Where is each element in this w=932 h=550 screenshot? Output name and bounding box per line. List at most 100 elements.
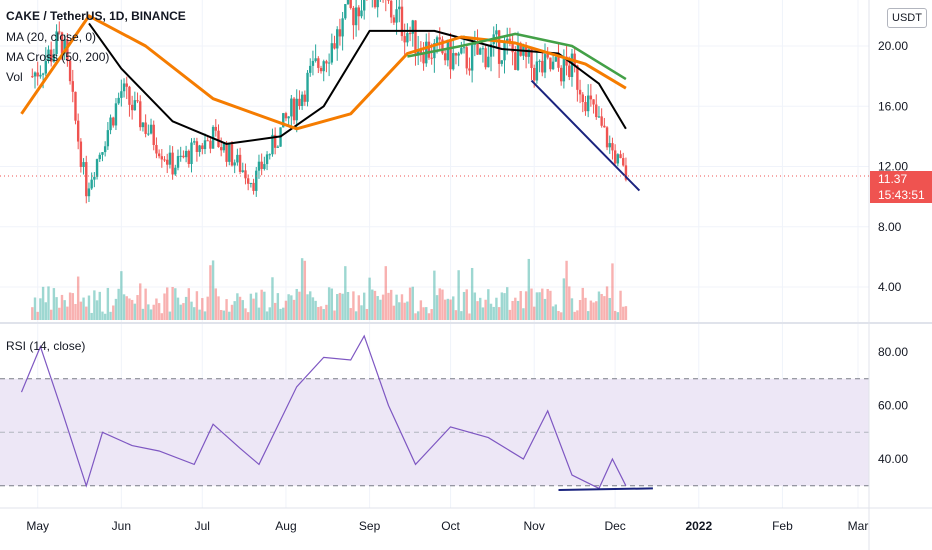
volume-legend[interactable]: Vol [6,70,23,84]
candle-body [460,48,463,54]
candle-body [576,65,579,90]
candle-body [311,60,315,66]
volume-bar [363,292,366,320]
volume-bar [109,311,112,320]
candle-body [336,29,339,49]
candle-body [479,48,482,55]
volume-bar [549,290,552,320]
candle-body [605,127,609,148]
candle-body [551,61,555,70]
candle-body [295,98,298,121]
volume-bar [95,300,99,320]
volume-bar [354,311,358,320]
candle-body [147,133,150,135]
candle-body [427,41,431,58]
volume-bar [120,271,123,320]
volume-bar [79,301,83,320]
volume-bar [368,277,371,320]
volume-bar [152,304,155,320]
volume-bar [578,300,582,320]
candle-body [109,117,112,131]
volume-bar [613,310,617,320]
candle-body [559,67,563,82]
candle-body [346,0,350,5]
candle-body [535,61,539,81]
volume-bar [103,313,107,320]
candle-body [430,57,433,59]
candle-body [314,58,317,61]
rsi-tick-label: 80.00 [878,345,908,359]
candle-body [538,60,541,62]
volume-bar [287,294,290,320]
volume-bar [589,300,593,320]
candle-body [557,57,560,68]
candle-body [139,101,142,128]
volume-bar [114,298,118,320]
candle-body [541,60,544,73]
time-tick-label: Mar [848,519,869,533]
rsi-tick-label: 40.00 [878,452,908,466]
candle-body [616,154,620,164]
volume-bar [619,290,622,320]
volume-bar [576,310,579,320]
volume-bar [303,260,307,320]
candle-body [298,98,301,106]
volume-bar [117,288,120,320]
candle-body [219,147,223,151]
candle-body [184,150,188,158]
candle-body [565,56,568,66]
candle-body [503,40,506,61]
time-tick-label: Oct [441,519,460,533]
volume-bar [160,313,164,320]
volume-bar [174,288,177,320]
volume-bar [360,305,363,320]
candle-body [414,20,417,54]
ma200-line [407,32,627,81]
volume-bar [206,296,209,320]
rsi-legend[interactable]: RSI (14, close) [6,339,86,353]
volume-bar [381,294,385,320]
price-tick-label: 16.00 [878,99,908,113]
volume-bar [306,294,309,320]
volume-bar [249,293,253,320]
volume-bar [568,286,571,320]
candle-body [473,43,477,45]
volume-bar [541,288,544,320]
candle-body [363,0,366,11]
currency-button[interactable]: USDT [887,8,927,28]
candle-body [306,72,309,102]
volume-bar [257,307,261,320]
candle-body [600,116,603,126]
candle-body [182,155,185,158]
volume-bar [624,306,628,320]
ma-cross-legend[interactable]: MA Cross (50, 200) [6,50,110,64]
candle-body [373,0,377,8]
candle-body [622,158,625,166]
candle-body [273,134,277,148]
candle-body [179,155,182,157]
volume-bar [273,302,277,320]
candle-body [171,152,174,175]
volume-bar [476,301,479,320]
candle-body [236,154,239,163]
volume-bar [128,298,131,320]
time-tick-label: Sep [359,519,381,533]
ma-legend[interactable]: MA (20, close, 0) [6,30,97,44]
volume-bar [573,311,576,320]
volume-bar [60,294,64,320]
volume-bar [71,293,74,320]
volume-bar [211,260,215,320]
candle-body [122,83,126,92]
volume-bar [489,303,493,320]
candle-body [595,104,598,118]
volume-bar [195,291,199,320]
volume-bar [141,308,145,320]
candle-body [128,86,131,105]
candle-body [209,140,212,149]
volume-bar [87,295,91,320]
candle-body [225,143,228,162]
candle-body [495,30,498,35]
candle-body [341,18,344,37]
volume-bar [470,267,474,320]
